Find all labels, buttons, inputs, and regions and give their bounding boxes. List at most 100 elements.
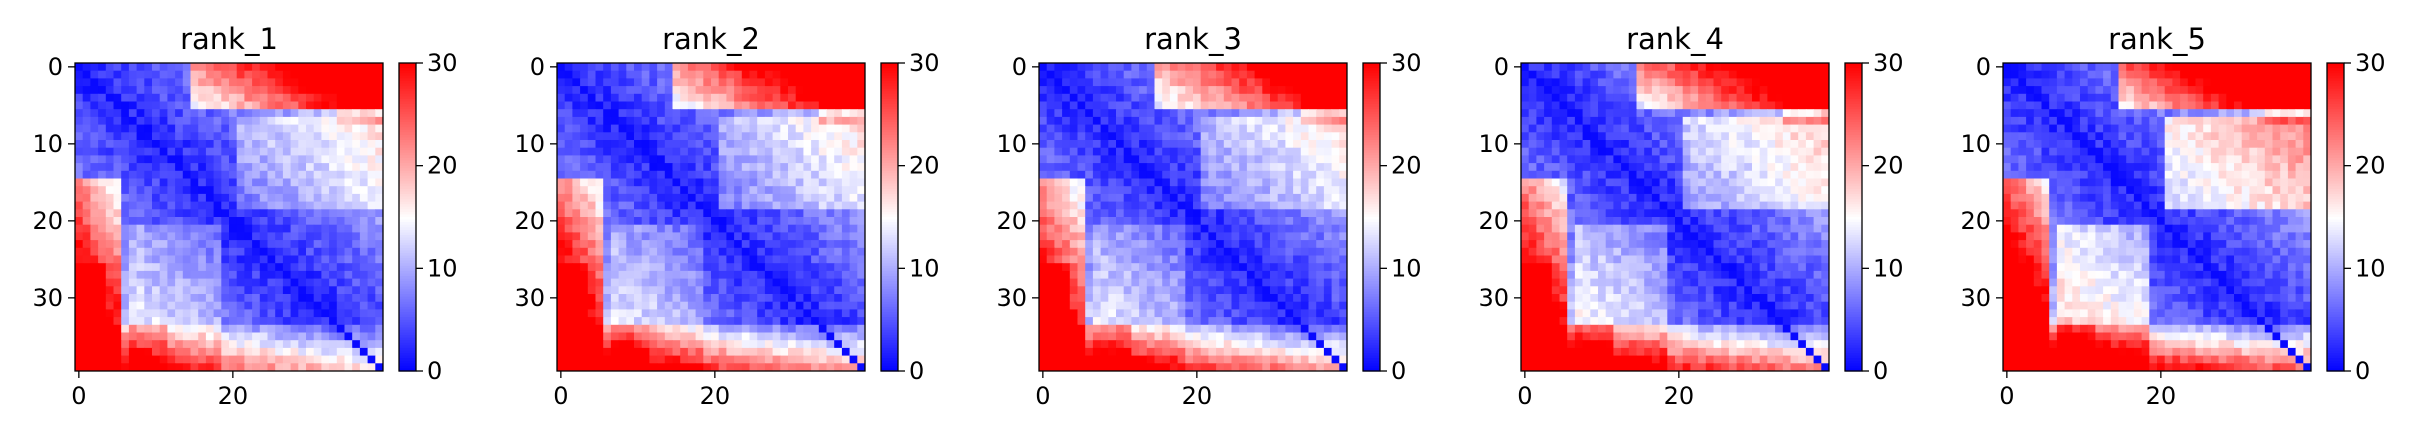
heatmap-cell [741,140,750,149]
heatmap-cell [1246,78,1256,87]
heatmap-cell [336,132,345,141]
heatmap-cell [1285,186,1294,195]
heatmap-cell [344,93,353,102]
heatmap-cell [298,286,307,295]
heatmap-cell [121,224,130,233]
heatmap-cell [152,140,161,149]
heatmap-cell [834,93,843,102]
heatmap-cell [1316,140,1325,149]
heatmap-cell [1239,255,1248,264]
heatmap-cell [580,347,589,357]
heatmap-cell [557,232,566,241]
heatmap-cell [580,109,589,118]
heatmap-cell [336,93,345,102]
heatmap-cell [587,270,596,280]
heatmap-cell [1092,70,1102,79]
heatmap-cell [572,347,581,357]
heatmap-cell [1162,232,1171,241]
heatmap-cell [618,270,627,280]
heatmap-cell [580,163,589,172]
heatmap-cell [1054,86,1063,95]
heatmap-cell [344,186,353,195]
heatmap-cell [741,224,750,233]
heatmap-cell [641,78,650,87]
colorbar-step [399,147,416,151]
heatmap-cell [90,347,99,357]
heatmap-cell [1139,93,1148,102]
heatmap-cell [649,63,658,72]
heatmap-cell [167,217,176,226]
heatmap-cell [734,255,743,264]
heatmap-cell [1331,278,1340,287]
heatmap-cell [252,324,261,333]
heatmap-cell [282,101,292,110]
heatmap-cell [1177,263,1186,272]
heatmap-cell [695,324,704,333]
heatmap-cell [175,70,184,79]
heatmap-cell [1331,186,1340,195]
heatmap-cell [1308,301,1317,310]
heatmap-cell [1308,63,1317,72]
heatmap-cell [1254,309,1263,318]
heatmap-cell [572,294,581,303]
heatmap-cell [1339,278,1348,287]
heatmap-cell [182,347,191,357]
heatmap-cell [811,240,820,249]
heatmap-cell [252,70,261,79]
heatmap-cell [205,147,215,156]
heatmap-cell [672,186,681,195]
heatmap-cell [1216,340,1225,349]
heatmap-cell [703,140,712,149]
y-tick-label: 30 [514,284,545,312]
heatmap-cell [229,101,238,110]
heatmap-cell [803,286,812,295]
heatmap-cell [205,209,215,218]
heatmap-cell [205,101,215,110]
heatmap-cell [618,116,627,126]
heatmap-cell [205,324,215,333]
heatmap-cell [229,355,238,364]
heatmap-cell [1177,178,1186,187]
heatmap-cell [82,347,91,357]
heatmap-cell [641,294,650,303]
heatmap-cell [587,101,596,110]
heatmap-cell [741,170,750,179]
heatmap-cell [359,155,369,164]
heatmap-cell [857,86,866,95]
heatmap-cell [105,247,114,256]
colorbar-step [881,196,898,200]
heatmap-cell [144,170,153,179]
heatmap-cell [680,340,689,349]
heatmap-cell [1100,78,1109,87]
heatmap-cell [695,286,704,295]
heatmap-cell [282,147,292,156]
heatmap-cell [580,140,589,149]
heatmap-cell [90,217,99,226]
heatmap-cell [367,209,376,218]
heatmap-cell [587,132,596,141]
y-tick-label: 10 [514,130,545,158]
heatmap-cell [329,286,338,295]
heatmap-cell [1331,78,1340,87]
heatmap-cell [1239,340,1248,349]
colorbar-step [881,193,898,198]
heatmap-cell [344,86,353,95]
heatmap-cell [75,270,84,280]
colorbar-step [399,70,416,74]
heatmap-cell [834,170,843,179]
heatmap-cell [159,217,168,226]
heatmap-cell [1277,86,1286,95]
heatmap-cell [795,294,804,303]
heatmap-cell [144,294,153,303]
heatmap-cell [213,255,222,264]
heatmap-cell [190,317,199,326]
heatmap-cell [1054,247,1063,256]
heatmap-cell [275,170,284,179]
heatmap-cell [1185,78,1194,87]
heatmap-cell [329,340,338,349]
heatmap-cell [764,224,774,233]
heatmap-cell [121,116,130,126]
heatmap-cell [1254,163,1263,172]
heatmap-cell [1039,232,1048,241]
heatmap-cell [1270,278,1279,287]
